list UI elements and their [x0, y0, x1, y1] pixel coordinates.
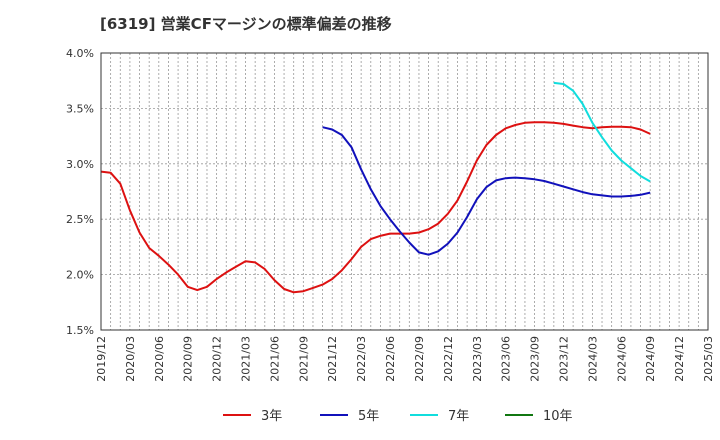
x-tick-label: 2024/09	[644, 336, 657, 382]
x-tick-label: 2022/06	[384, 336, 397, 382]
x-tick-label: 2021/06	[268, 336, 281, 382]
x-tick-label: 2023/12	[557, 336, 570, 382]
x-tick-label: 2023/09	[529, 336, 542, 382]
x-tick-label: 2023/03	[471, 336, 484, 382]
x-tick-label: 2024/03	[586, 336, 599, 382]
x-tick-label: 2024/12	[673, 336, 686, 382]
x-tick-label: 2024/06	[615, 336, 628, 382]
y-tick-label: 4.0%	[66, 47, 94, 60]
x-tick-label: 2020/12	[211, 336, 224, 382]
x-tick-label: 2020/06	[153, 336, 166, 382]
y-tick-label: 3.0%	[66, 158, 94, 171]
x-tick-label: 2019/12	[95, 336, 108, 382]
x-axis: 2019/12 2020/03 2020/06 2020/09 2020/12 2021/…	[95, 336, 715, 382]
series-line	[100, 121, 651, 294]
x-tick-label: 2021/09	[297, 336, 310, 382]
y-axis: 1.5% 2.0% 2.5% 3.0% 3.5% 4.0%	[66, 47, 94, 337]
series-line	[322, 126, 651, 256]
legend-label: 7年	[448, 409, 469, 424]
x-tick-label: 2025/03	[702, 336, 715, 382]
x-tick-label: 2020/09	[182, 336, 195, 382]
x-tick-label: 2021/03	[240, 336, 253, 382]
x-tick-label: 2023/06	[500, 336, 513, 382]
legend-label: 10年	[543, 409, 573, 424]
y-tick-label: 3.5%	[66, 102, 94, 115]
legend-label: 3年	[261, 409, 282, 424]
series-line	[553, 81, 651, 183]
series-lines	[100, 81, 651, 294]
x-tick-label: 2021/12	[326, 336, 339, 382]
legend: 3年 5年 7年 10年	[223, 409, 573, 424]
y-tick-label: 2.5%	[66, 213, 94, 226]
legend-label: 5年	[358, 409, 379, 424]
y-tick-label: 2.0%	[66, 269, 94, 282]
chart-title: [6319] 営業CFマージンの標準偏差の推移	[100, 15, 392, 33]
x-tick-label: 2020/03	[124, 336, 137, 382]
x-tick-label: 2022/03	[355, 336, 368, 382]
y-tick-label: 1.5%	[66, 324, 94, 337]
x-tick-label: 2022/12	[442, 336, 455, 382]
plot-frame	[100, 52, 709, 331]
x-tick-label: 2022/09	[413, 336, 426, 382]
